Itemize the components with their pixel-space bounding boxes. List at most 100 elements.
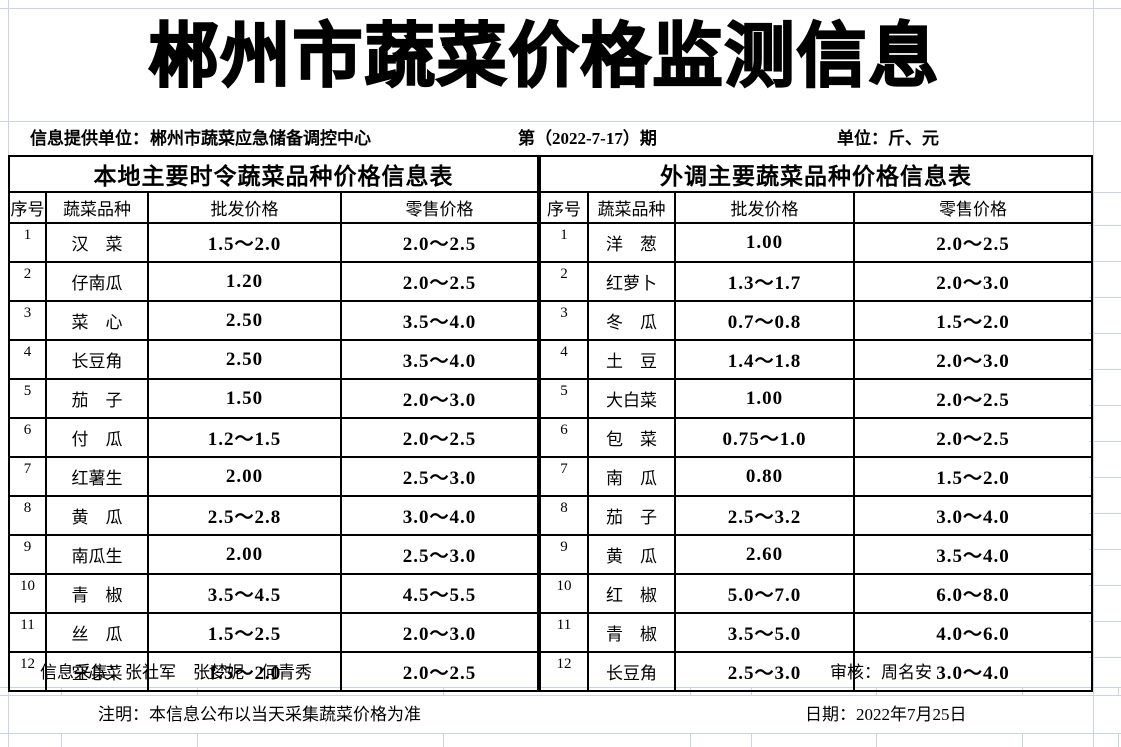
table-cell-retail: 2.0～2.5 bbox=[853, 222, 1093, 263]
table-cell-name: 包 菜 bbox=[587, 417, 676, 458]
table-cell-no: 9 bbox=[539, 534, 589, 575]
table-cell-retail: 6.0～8.0 bbox=[853, 573, 1093, 614]
collectors-text: 信息采集：张社军 张梦妮 何青秀 bbox=[40, 663, 312, 682]
table-cell-name: 黄 瓜 bbox=[45, 495, 149, 536]
table-row: 10 红 椒 5.0～7.0 6.0～8.0 bbox=[539, 573, 1093, 614]
table-cell-name: 青 椒 bbox=[45, 573, 149, 614]
table-cell-retail: 2.0～2.5 bbox=[340, 261, 539, 302]
table-cell-wholesale: 1.00 bbox=[674, 378, 855, 419]
table-cell-name: 红萝卜 bbox=[587, 261, 676, 302]
table-cell-retail: 3.5～4.0 bbox=[853, 534, 1093, 575]
table-row: 7 红薯生 2.00 2.5～3.0 bbox=[8, 456, 539, 497]
table-cell-no: 8 bbox=[8, 495, 47, 536]
table-row: 11 青 椒 3.5～5.0 4.0～6.0 bbox=[539, 612, 1093, 653]
table-row: 4 长豆角 2.50 3.5～4.0 bbox=[8, 339, 539, 380]
table-cell-no: 6 bbox=[8, 417, 47, 458]
table-cell-no: 6 bbox=[539, 417, 589, 458]
table-cell-retail: 2.0～2.5 bbox=[853, 378, 1093, 419]
table-cell-no: 11 bbox=[539, 612, 589, 653]
table-cell-wholesale: 0.80 bbox=[674, 456, 855, 497]
table-cell-name: 红薯生 bbox=[45, 456, 149, 497]
table-cell-name: 大白菜 bbox=[587, 378, 676, 419]
table-cell-wholesale: 1.5～2.0 bbox=[147, 651, 342, 692]
column-header-wholesale: 批发价格 bbox=[147, 191, 342, 224]
table-cell-name: 丝 瓜 bbox=[45, 612, 149, 653]
table-cell-wholesale: 0.75～1.0 bbox=[674, 417, 855, 458]
table-cell-name: 南瓜生 bbox=[45, 534, 149, 575]
table-cell-wholesale: 1.2～1.5 bbox=[147, 417, 342, 458]
table-cell-name: 汉 菜 bbox=[45, 222, 149, 263]
table-cell-wholesale: 1.50 bbox=[147, 378, 342, 419]
table-cell-retail: 2.5～3.0 bbox=[340, 534, 539, 575]
table-cell-retail: 2.0～3.0 bbox=[853, 261, 1093, 302]
table-cell-no: 11 bbox=[8, 612, 47, 653]
table-header-row: 序号 蔬菜品种 批发价格 零售价格 bbox=[539, 191, 1093, 224]
table-cell-wholesale: 3.5～5.0 bbox=[674, 612, 855, 653]
column-header-no: 序号 bbox=[8, 191, 47, 224]
provider-label: 信息提供单位： bbox=[30, 129, 149, 148]
table-cell-no: 3 bbox=[8, 300, 47, 341]
table-cell-name: 青 椒 bbox=[587, 612, 676, 653]
table-cell-retail: 2.0～2.5 bbox=[340, 651, 539, 692]
table-cell-retail: 2.0～3.0 bbox=[340, 378, 539, 419]
table-cell-no: 12 bbox=[8, 651, 47, 692]
table-cell-wholesale: 2.00 bbox=[147, 534, 342, 575]
provider-value: 郴州市蔬菜应急储备调控中心 bbox=[150, 129, 371, 148]
table-cell-wholesale: 5.0～7.0 bbox=[674, 573, 855, 614]
table-cell-name: 空心菜 bbox=[45, 651, 149, 692]
column-header-variety: 蔬菜品种 bbox=[587, 191, 676, 224]
table-cell-no: 5 bbox=[539, 378, 589, 419]
table-cell-retail: 2.0～3.0 bbox=[853, 339, 1093, 380]
table-cell-no: 8 bbox=[539, 495, 589, 536]
table-cell-name: 长豆角 bbox=[587, 651, 676, 692]
table-cell-retail: 1.5～2.0 bbox=[853, 300, 1093, 341]
table-row: 12 长豆角 2.5～3.0 3.0～4.0 bbox=[539, 651, 1093, 692]
table-cell-wholesale: 2.50 bbox=[147, 300, 342, 341]
table-cell-no: 9 bbox=[8, 534, 47, 575]
table-section-row: 本地主要时令蔬菜品种价格信息表 bbox=[8, 155, 539, 193]
table-cell-wholesale: 3.5～4.5 bbox=[147, 573, 342, 614]
page-title: 郴州市蔬菜价格监测信息 bbox=[148, 18, 941, 97]
table-cell-retail: 3.5～4.0 bbox=[340, 339, 539, 380]
table-cell-name: 茄 子 bbox=[45, 378, 149, 419]
table-row: 5 大白菜 1.00 2.0～2.5 bbox=[539, 378, 1093, 419]
info-bar: 信息提供单位： 郴州市蔬菜应急储备调控中心 第（2022-7-17）期 单位：斤… bbox=[8, 123, 1089, 155]
table-cell-retail: 2.0～2.5 bbox=[340, 417, 539, 458]
table-cell-name: 红 椒 bbox=[587, 573, 676, 614]
table-cell-retail: 2.5～3.0 bbox=[340, 456, 539, 497]
table-cell-no: 10 bbox=[539, 573, 589, 614]
table-cell-name: 长豆角 bbox=[45, 339, 149, 380]
column-header-retail: 零售价格 bbox=[340, 191, 539, 224]
table-cell-name: 付 瓜 bbox=[45, 417, 149, 458]
table-cell-wholesale: 1.00 bbox=[674, 222, 855, 263]
table-cell-name: 黄 瓜 bbox=[587, 534, 676, 575]
table-section-row: 外调主要蔬菜品种价格信息表 bbox=[539, 155, 1093, 193]
table-cell-wholesale: 2.5～2.8 bbox=[147, 495, 342, 536]
table-cell-wholesale: 2.60 bbox=[674, 534, 855, 575]
table-header-row: 序号 蔬菜品种 批发价格 零售价格 bbox=[8, 191, 539, 224]
table-cell-retail: 3.0～4.0 bbox=[340, 495, 539, 536]
external-table-title: 外调主要蔬菜品种价格信息表 bbox=[539, 155, 1093, 193]
table-cell-no: 2 bbox=[539, 261, 589, 302]
table-cell-retail: 2.0～2.5 bbox=[853, 417, 1093, 458]
table-cell-no: 10 bbox=[8, 573, 47, 614]
column-header-variety: 蔬菜品种 bbox=[45, 191, 149, 224]
table-cell-retail: 2.0～3.0 bbox=[340, 612, 539, 653]
table-cell-no: 2 bbox=[8, 261, 47, 302]
table-cell-no: 1 bbox=[8, 222, 47, 263]
table-row: 2 红萝卜 1.3～1.7 2.0～3.0 bbox=[539, 261, 1093, 302]
table-row: 10 青 椒 3.5～4.5 4.5～5.5 bbox=[8, 573, 539, 614]
